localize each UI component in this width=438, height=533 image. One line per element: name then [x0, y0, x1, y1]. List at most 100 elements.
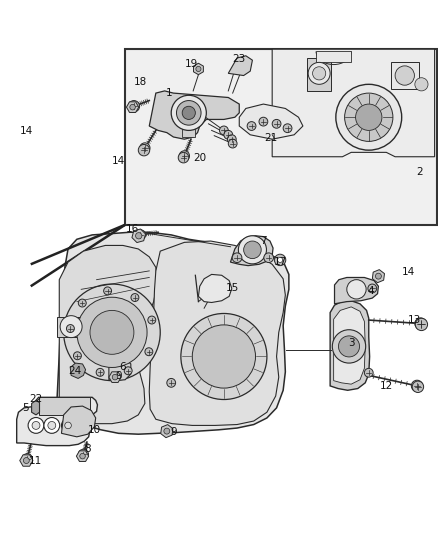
Circle shape [312, 67, 325, 80]
Circle shape [228, 139, 237, 148]
Polygon shape [239, 104, 302, 139]
Circle shape [66, 325, 74, 333]
Polygon shape [70, 363, 85, 378]
Text: 19: 19 [184, 59, 197, 69]
Circle shape [232, 253, 241, 263]
Polygon shape [149, 91, 239, 139]
Polygon shape [149, 241, 285, 425]
Circle shape [78, 449, 88, 459]
Text: 18: 18 [134, 77, 147, 87]
Bar [177, 117, 199, 122]
Circle shape [192, 325, 255, 388]
Circle shape [60, 316, 82, 337]
Circle shape [394, 66, 413, 85]
Polygon shape [109, 359, 131, 381]
Polygon shape [228, 56, 252, 76]
Circle shape [64, 284, 160, 381]
Circle shape [274, 254, 285, 265]
Text: 14: 14 [401, 267, 414, 277]
Bar [125, 49, 436, 225]
Circle shape [346, 280, 365, 299]
Polygon shape [126, 102, 138, 112]
Text: 14: 14 [112, 156, 125, 166]
Text: 3: 3 [347, 338, 354, 349]
Circle shape [145, 348, 152, 356]
Bar [315, 51, 350, 62]
Circle shape [44, 417, 60, 433]
Polygon shape [132, 229, 145, 243]
Circle shape [247, 122, 255, 131]
Polygon shape [59, 245, 157, 424]
Text: 5: 5 [22, 403, 29, 413]
Circle shape [61, 419, 74, 432]
Bar [390, 62, 418, 88]
Polygon shape [230, 236, 272, 265]
Polygon shape [198, 274, 231, 303]
Circle shape [96, 368, 104, 376]
Circle shape [411, 381, 423, 392]
Polygon shape [193, 63, 203, 75]
Text: 24: 24 [68, 366, 81, 376]
Circle shape [414, 318, 425, 329]
Circle shape [367, 284, 376, 293]
Text: 20: 20 [193, 152, 206, 163]
Text: 9: 9 [115, 372, 122, 381]
Circle shape [148, 316, 155, 324]
Circle shape [80, 454, 85, 459]
Text: 6: 6 [119, 362, 126, 373]
Text: 9: 9 [170, 427, 177, 438]
Circle shape [176, 101, 201, 125]
Circle shape [130, 104, 135, 110]
Polygon shape [17, 397, 97, 446]
Circle shape [73, 352, 81, 360]
Circle shape [139, 143, 150, 153]
Circle shape [238, 236, 266, 264]
Circle shape [32, 422, 40, 430]
Circle shape [23, 457, 29, 464]
Circle shape [180, 313, 266, 400]
Circle shape [258, 117, 267, 126]
Bar [307, 58, 331, 91]
Circle shape [128, 101, 139, 112]
Circle shape [178, 152, 188, 163]
Polygon shape [61, 406, 95, 437]
Bar [182, 111, 195, 137]
Circle shape [163, 428, 170, 434]
Polygon shape [333, 307, 364, 384]
Polygon shape [334, 278, 378, 304]
Text: 11: 11 [28, 456, 42, 465]
Polygon shape [329, 301, 369, 390]
Circle shape [335, 84, 401, 150]
Bar [57, 317, 85, 337]
Circle shape [179, 151, 189, 161]
Text: 10: 10 [88, 425, 101, 435]
Circle shape [90, 310, 134, 354]
Circle shape [182, 106, 195, 119]
Polygon shape [371, 270, 384, 282]
Text: 21: 21 [264, 133, 277, 143]
Circle shape [28, 417, 44, 433]
Circle shape [414, 78, 427, 91]
Polygon shape [109, 372, 121, 383]
Circle shape [277, 257, 282, 262]
Text: 13: 13 [407, 315, 420, 325]
Circle shape [138, 144, 149, 156]
Circle shape [307, 62, 329, 84]
Bar [39, 397, 90, 415]
Polygon shape [272, 49, 434, 157]
Polygon shape [57, 232, 288, 434]
Text: 23: 23 [232, 54, 245, 64]
Circle shape [171, 95, 206, 131]
Circle shape [135, 230, 145, 240]
Polygon shape [76, 451, 88, 462]
Text: 14: 14 [20, 126, 33, 136]
Circle shape [195, 67, 201, 71]
Polygon shape [20, 455, 33, 466]
Circle shape [374, 273, 381, 279]
Circle shape [243, 241, 261, 259]
Text: 15: 15 [226, 282, 239, 293]
Text: 1: 1 [165, 88, 172, 98]
Circle shape [332, 330, 365, 363]
Circle shape [414, 318, 427, 330]
Circle shape [272, 119, 280, 128]
